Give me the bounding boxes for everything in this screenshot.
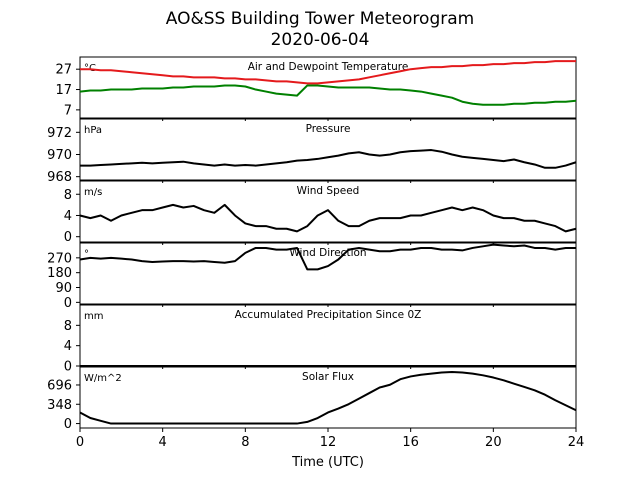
y-tick-label: 4 xyxy=(64,209,72,224)
y-tick-label: 0 xyxy=(64,417,72,432)
panel-title: Wind Speed xyxy=(297,185,360,197)
y-tick-label: 0 xyxy=(64,296,72,311)
y-tick-label: 0 xyxy=(64,230,72,245)
y-tick-label: 8 xyxy=(64,188,72,203)
x-axis: 0 4 8 12 16 20 24 xyxy=(76,435,584,450)
panel-2: 0 4 8 m/s Wind Speed xyxy=(64,180,577,245)
panel-1: 968 970 972 hPa Pressure xyxy=(47,118,577,185)
panel-unit-label: ° xyxy=(84,249,89,260)
panel-unit-label: m/s xyxy=(84,187,102,198)
chart-title: AO&SS Building Tower Meteorogram xyxy=(166,9,474,29)
x-tick-label: 8 xyxy=(241,435,249,450)
x-tick-label: 24 xyxy=(568,435,585,450)
y-tick-label: 4 xyxy=(64,339,72,354)
y-tick-label: 348 xyxy=(47,398,72,413)
y-tick-label: 8 xyxy=(64,319,72,334)
y-tick-label: 270 xyxy=(47,251,72,266)
series-line-2-0 xyxy=(79,203,577,233)
series-line-0-0 xyxy=(80,60,576,85)
panel-5: 0 348 696 W/m^2 Solar Flux xyxy=(47,366,577,432)
x-tick-label: 4 xyxy=(159,435,167,450)
x-tick-label: 20 xyxy=(485,435,502,450)
y-tick-label: 970 xyxy=(47,148,72,163)
panel-4: 0 4 8 mm Accumulated Precipitation Since 0Z xyxy=(64,304,577,375)
y-tick-label: 696 xyxy=(47,378,72,393)
panel-unit-label: hPa xyxy=(84,125,102,136)
x-axis-label: Time (UTC) xyxy=(291,455,364,470)
x-tick-label: 12 xyxy=(320,435,337,450)
series-line-3-0 xyxy=(79,243,576,271)
panel-title: Pressure xyxy=(306,123,351,135)
y-tick-label: 972 xyxy=(47,126,72,141)
y-tick-label: 7 xyxy=(64,103,72,118)
panel-unit-label: W/m^2 xyxy=(84,373,122,384)
y-tick-label: 90 xyxy=(55,281,72,296)
y-tick-label: 180 xyxy=(47,266,72,281)
panel-title: Accumulated Precipitation Since 0Z xyxy=(235,309,422,321)
series-line-5-0 xyxy=(79,370,577,425)
panel-title: Air and Dewpoint Temperature xyxy=(248,61,409,73)
series-line-1-0 xyxy=(80,149,577,169)
series-line-0-1 xyxy=(79,84,577,106)
x-tick-label: 16 xyxy=(402,435,419,450)
y-tick-label: 17 xyxy=(55,83,72,98)
y-tick-label: 0 xyxy=(64,360,72,375)
panel-title: Solar Flux xyxy=(302,371,354,383)
y-tick-label: 968 xyxy=(47,170,72,185)
panel-unit-label: mm xyxy=(84,311,103,322)
y-tick-label: 27 xyxy=(55,63,72,78)
chart-subtitle: 2020-06-04 xyxy=(271,30,370,50)
x-tick-label: 0 xyxy=(76,435,84,450)
